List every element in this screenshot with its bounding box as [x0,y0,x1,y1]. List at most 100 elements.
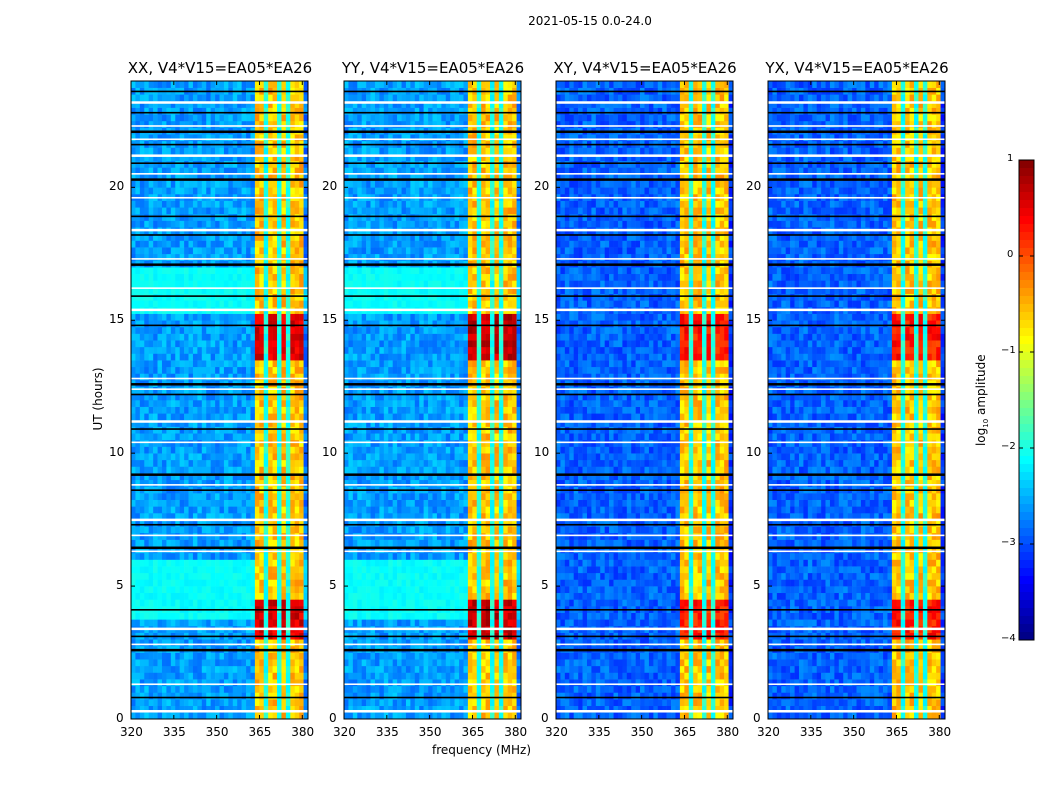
heatmap-cell [201,546,207,554]
heatmap-cell [401,705,407,713]
heatmap-cell [210,499,216,507]
flagged-row [131,683,308,686]
heatmap-cell [423,572,429,580]
heatmap-cell [232,579,238,587]
heatmap-cell [237,267,242,275]
heatmap-cell [294,174,300,181]
heatmap-cell [268,300,273,308]
heatmap-cell [215,599,220,607]
heatmap-cell [131,360,136,368]
heatmap-cell [241,599,247,607]
heatmap-cell [175,592,180,600]
heatmap-cell [210,679,216,687]
heatmap-cell [459,659,464,667]
heatmap-cell [268,586,273,594]
heatmap-cell [232,393,238,401]
heatmap-cell [144,240,149,248]
heatmap-cell [294,81,300,88]
heatmap-cell [379,532,385,540]
heatmap-cell [153,267,158,275]
heatmap-cell [281,180,287,188]
heatmap-cell [210,546,216,554]
heatmap-cell [272,346,278,354]
heatmap-cell [135,546,141,554]
heatmap-cell [232,360,238,368]
heatmap-cell [184,672,189,680]
heatmap-cell [135,685,141,693]
heatmap-cell [294,94,300,102]
heatmap-cell [175,665,180,673]
heatmap-cell [259,439,265,447]
heatmap-cell [299,473,304,481]
heatmap-cell [201,320,207,328]
heatmap-cell [450,552,455,560]
heatmap-cell [219,665,225,673]
heatmap-cell [135,207,141,215]
heatmap-cell [410,685,416,693]
heatmap-cell [232,639,238,647]
heatmap-cell [397,559,402,567]
heatmap-cell [512,552,517,560]
heatmap-cell [192,100,198,108]
heatmap-cell [175,639,180,647]
heatmap-cell [192,439,198,447]
heatmap-cell [254,326,260,334]
heatmap-cell [259,479,265,487]
heatmap-cell [303,174,309,181]
heatmap-cell [166,247,172,255]
heatmap-cell [153,506,158,514]
heatmap-cell [188,167,194,175]
heatmap-cell [170,247,176,255]
heatmap-cell [179,506,185,514]
heatmap-cell [161,552,167,560]
heatmap-cell [281,120,287,128]
heatmap-cell [450,679,455,687]
heatmap-cell [144,340,149,348]
heatmap-cell [161,174,167,181]
heatmap-cell [454,665,460,673]
heatmap-cell [285,499,291,507]
heatmap-cell [131,519,136,527]
heatmap-cell [241,353,247,361]
heatmap-cell [366,712,371,720]
heatmap-cell [254,167,260,175]
heatmap-cell [303,705,309,713]
heatmap-cell [277,659,282,667]
heatmap-cell [188,433,194,441]
heatmap-cell [241,466,247,474]
heatmap-cell [179,466,185,474]
heatmap-cell [507,599,513,607]
heatmap-cell [348,572,354,580]
heatmap-cell [254,665,260,673]
heatmap-cell [135,393,141,401]
heatmap-cell [410,672,416,680]
heatmap-cell [237,459,242,467]
heatmap-cell [192,81,198,88]
heatmap-cell [268,639,273,647]
heatmap-cell [512,546,517,554]
heatmap-cell [215,267,220,275]
heatmap-cell [281,300,287,308]
heatmap-cell [215,552,220,560]
heatmap-cell [370,665,376,673]
heatmap-cell [161,114,167,122]
heatmap-cell [144,612,149,620]
heatmap-cell [277,685,282,693]
heatmap-cell [250,400,256,407]
heatmap-cell [419,705,424,713]
heatmap-cell [303,446,309,454]
heatmap-cell [277,180,282,188]
heatmap-cell [277,233,282,241]
heatmap-cell [215,174,220,181]
heatmap-cell [481,705,486,713]
heatmap-cell [139,134,145,142]
heatmap-cell [246,559,251,567]
heatmap-cell [188,200,194,208]
heatmap-cell [263,300,269,308]
heatmap-cell [268,566,273,574]
heatmap-cell [148,207,154,215]
heatmap-cell [272,366,278,374]
heatmap-cell [397,659,402,667]
heatmap-cell [228,280,234,288]
heatmap-cell [237,672,242,680]
